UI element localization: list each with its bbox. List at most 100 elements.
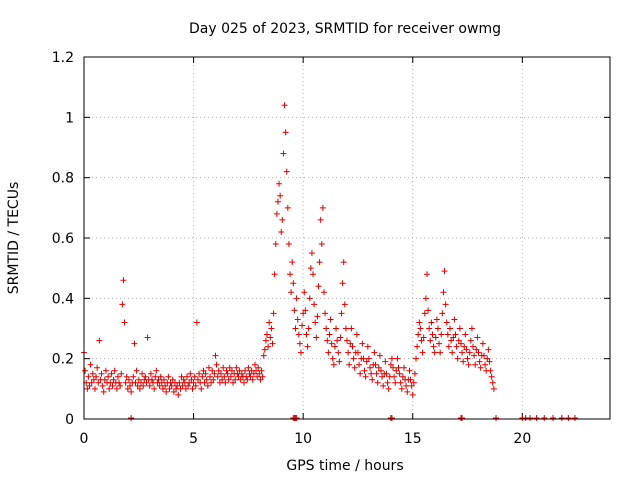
data-point: [94, 364, 101, 371]
data-point: [272, 241, 279, 248]
data-point: [160, 376, 167, 383]
data-point: [233, 364, 240, 371]
data-point: [297, 349, 304, 356]
data-point: [359, 340, 366, 347]
data-point: [434, 325, 441, 332]
data-point: [344, 337, 350, 344]
data-point: [338, 310, 345, 317]
data-point: [258, 367, 265, 374]
data-point: [423, 271, 430, 278]
data-point: [166, 385, 173, 392]
data-point: [293, 295, 300, 302]
data-point: [132, 379, 139, 386]
data-point: [264, 331, 271, 338]
data-point: [177, 385, 184, 392]
data-point: [143, 379, 150, 386]
data-point: [459, 349, 466, 356]
data-point: [419, 349, 426, 356]
data-point: [155, 376, 162, 383]
data-point: [205, 364, 212, 371]
data-point: [142, 373, 149, 380]
data-point: [454, 355, 461, 362]
data-point: [447, 325, 454, 332]
data-point: [354, 349, 361, 356]
data-point: [310, 271, 317, 278]
data-point: [320, 289, 327, 296]
data-point: [176, 379, 183, 386]
data-point: [418, 337, 425, 344]
data-point: [296, 340, 303, 347]
data-point: [410, 379, 417, 386]
data-point: [339, 280, 346, 287]
data-point: [444, 331, 451, 338]
data-point: [305, 325, 312, 332]
data-point: [256, 370, 263, 377]
data-point: [228, 367, 235, 374]
data-point: [236, 367, 243, 374]
y-tick-label: 1: [65, 110, 74, 126]
data-point: [254, 373, 261, 380]
data-point: [346, 361, 353, 368]
data-point: [91, 385, 98, 392]
data-point: [376, 352, 383, 359]
data-point: [441, 268, 448, 275]
data-point: [314, 313, 321, 320]
data-point: [341, 301, 348, 308]
data-point: [482, 361, 489, 368]
data-point: [108, 370, 115, 377]
data-point: [318, 241, 325, 248]
data-point: [493, 415, 500, 421]
data-point: [327, 316, 334, 323]
y-axis-label: SRMTID / TECUs: [6, 182, 22, 295]
data-point: [96, 337, 103, 344]
data-point: [324, 337, 331, 344]
data-point: [191, 373, 198, 380]
data-point: [109, 382, 116, 389]
data-point: [87, 361, 94, 368]
data-point: [249, 376, 256, 383]
data-point: [85, 373, 92, 380]
data-point: [89, 370, 96, 377]
data-point: [302, 307, 309, 314]
data-point: [283, 168, 290, 175]
data-point: [211, 370, 218, 377]
data-point: [269, 340, 276, 347]
data-point: [363, 358, 370, 365]
data-point: [477, 364, 484, 371]
data-point: [486, 358, 493, 365]
data-point: [322, 310, 329, 317]
data-point: [196, 370, 203, 377]
data-point: [382, 358, 389, 365]
data-point: [489, 379, 496, 386]
data-point: [377, 367, 384, 374]
data-point: [416, 319, 423, 326]
data-point: [207, 373, 214, 380]
data-point: [336, 358, 343, 365]
data-point: [414, 343, 421, 350]
data-point: [159, 385, 166, 392]
data-point: [192, 382, 199, 389]
data-point: [244, 376, 251, 383]
data-point: [307, 265, 314, 272]
data-point: [178, 373, 185, 380]
data-point: [388, 415, 395, 421]
data-point: [398, 385, 405, 392]
data-point: [407, 376, 414, 383]
data-point: [253, 367, 260, 374]
data-point: [133, 367, 140, 374]
data-point: [357, 370, 364, 377]
data-point: [362, 373, 369, 380]
data-point: [120, 277, 127, 284]
data-point: [82, 367, 89, 374]
data-point: [137, 379, 144, 386]
data-point: [387, 361, 394, 368]
data-point: [300, 310, 307, 317]
data-point: [88, 379, 95, 386]
data-point: [485, 346, 492, 353]
data-point: [162, 382, 169, 389]
data-point: [86, 382, 93, 389]
data-point: [259, 373, 266, 380]
data-point: [385, 385, 392, 392]
data-point: [273, 210, 280, 217]
data-point: [368, 370, 375, 377]
